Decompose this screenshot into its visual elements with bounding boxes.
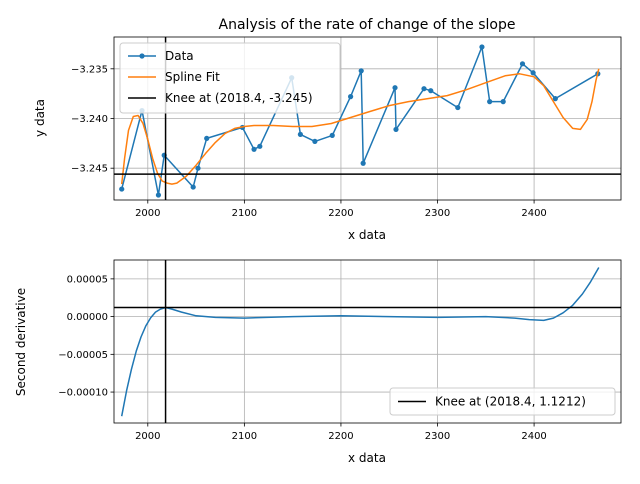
plot-marks-1 [114,260,621,423]
data-point-0-9 [257,143,263,149]
data-point-0-17 [392,85,398,91]
y-tick-label-1-2: 0.00000 [67,312,108,323]
data-point-0-27 [552,96,558,102]
y-tick-label-0-1: −3.240 [71,114,108,125]
data-point-0-19 [421,86,427,92]
y-tick-label-0-0: −3.245 [71,164,108,175]
data-point-0-15 [358,68,364,74]
x-tick-label-0-3: 2300 [425,208,450,219]
data-point-0-12 [312,138,318,144]
x-tick-label-0-4: 2400 [521,208,546,219]
plot-frame-0 [113,36,622,201]
legend-label-0-1: Spline Fit [165,70,220,84]
bottom-y-axis-label: Second derivative [14,288,28,396]
data-point-0-11 [297,131,303,138]
data-point-0-0 [119,186,125,192]
data-point-0-16 [360,160,366,166]
x-tick-label-1-4: 2400 [521,431,546,442]
data-point-0-20 [428,88,434,94]
y-tick-label-1-3: 0.00005 [67,274,108,285]
data-point-0-24 [500,99,506,105]
data-point-0-25 [519,61,526,67]
data-point-0-26 [530,70,536,76]
data-point-0-18 [393,126,399,133]
plot-frame-1 [113,259,622,424]
x-tick-label-0-2: 2200 [328,208,353,219]
data-point-0-5 [195,165,201,171]
legend-label-0-0: Data [165,49,194,63]
data-point-0-22 [479,44,485,50]
bottom-x-axis-label: x data [348,451,386,465]
series-line-0-1 [120,68,600,185]
y-tick-label-1-1: −0.00005 [58,350,108,361]
series-line-1-0 [120,267,600,417]
y-tick-label-0-2: −3.235 [71,64,108,75]
data-point-0-2 [155,192,162,198]
legend-label-0-2: Knee at (2018.4, -3.245) [165,91,313,105]
x-tick-label-1-1: 2100 [232,431,257,442]
x-tick-label-0-1: 2100 [232,208,257,219]
legend-box-0 [119,42,341,114]
data-point-0-21 [455,104,461,111]
legend-label-1-0: Knee at (2018.4, 1.1212) [435,395,586,409]
legend-marker-0-0 [139,53,145,59]
x-tick-label-1-0: 2000 [135,431,160,442]
x-tick-label-0-0: 2000 [135,208,160,219]
data-point-0-23 [487,99,493,105]
top-x-axis-label: x data [348,228,386,242]
legend-box-1 [389,387,616,416]
x-tick-label-1-2: 2200 [328,431,353,442]
top-y-axis-label: y data [33,99,47,137]
data-point-0-6 [204,135,210,141]
data-point-0-13 [329,132,335,138]
chart-title: Analysis of the rate of change of the sl… [219,17,516,33]
data-point-0-14 [348,94,354,100]
data-point-0-4 [190,184,196,190]
y-tick-label-1-0: −0.00010 [58,388,108,399]
data-point-0-8 [251,146,257,152]
x-tick-label-1-3: 2300 [425,431,450,442]
